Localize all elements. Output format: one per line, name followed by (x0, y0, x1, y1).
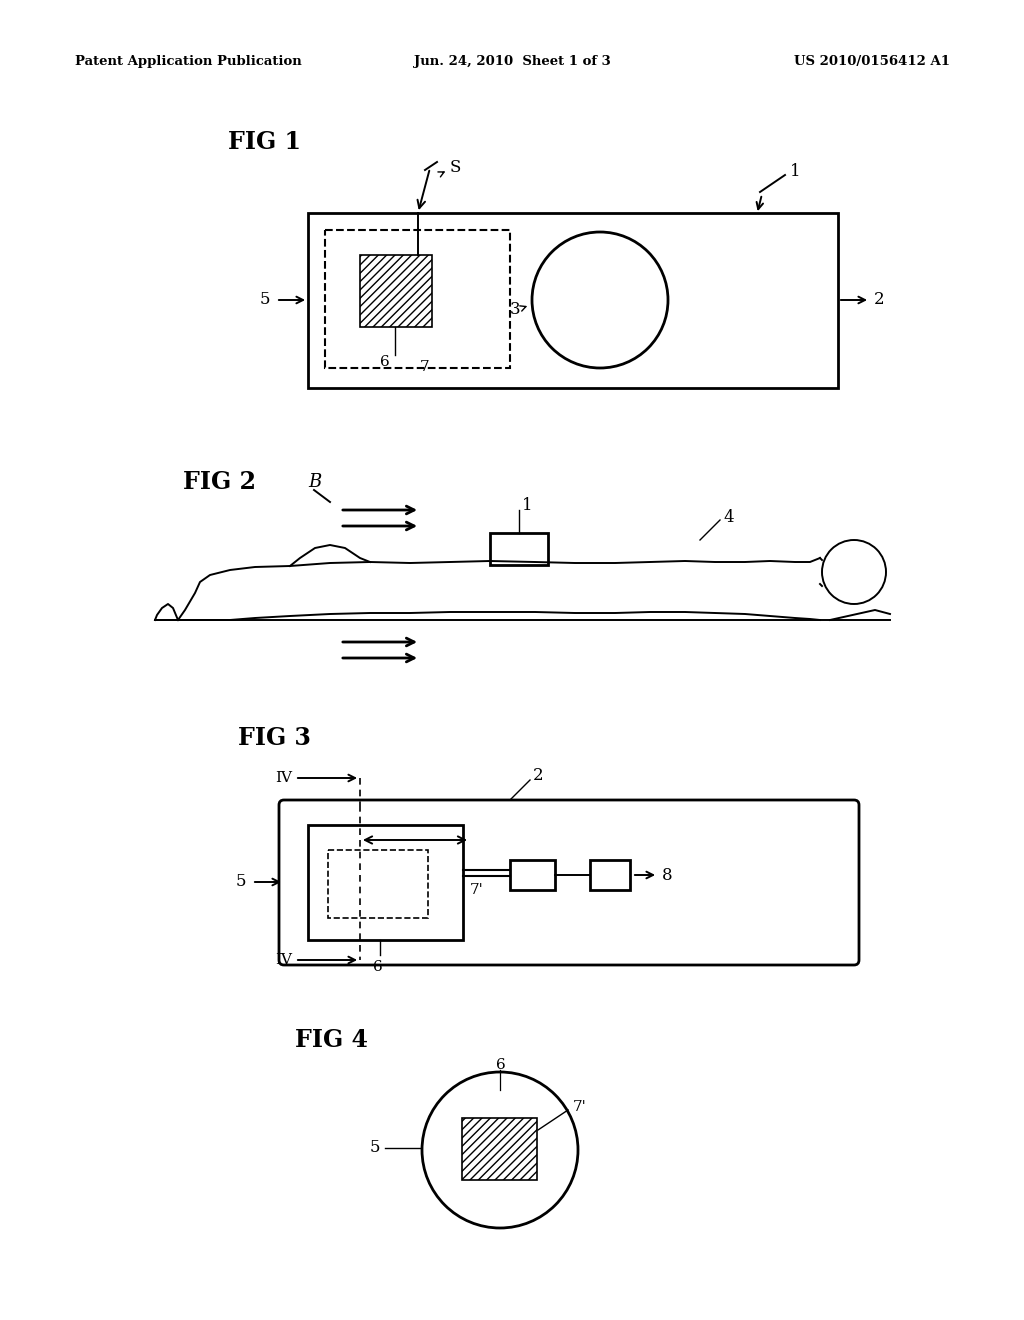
Bar (308, 825, 463, 940)
FancyBboxPatch shape (279, 800, 859, 965)
Text: 8: 8 (662, 866, 673, 883)
Text: 6: 6 (380, 355, 390, 370)
Text: 4: 4 (723, 508, 733, 525)
Bar (308, 213, 838, 388)
Text: 3: 3 (510, 301, 520, 318)
Circle shape (532, 232, 668, 368)
Text: 7': 7' (573, 1100, 587, 1114)
Bar (462, 1118, 537, 1180)
Text: 7': 7' (470, 883, 483, 898)
Text: 6: 6 (373, 960, 383, 974)
Bar (360, 255, 432, 327)
Text: B: B (308, 473, 322, 491)
Circle shape (422, 1072, 578, 1228)
Text: FIG 3: FIG 3 (238, 726, 311, 750)
Text: 5: 5 (259, 292, 270, 309)
Text: Jun. 24, 2010  Sheet 1 of 3: Jun. 24, 2010 Sheet 1 of 3 (414, 55, 610, 69)
Text: Patent Application Publication: Patent Application Publication (75, 55, 302, 69)
Text: 2: 2 (874, 292, 885, 309)
Bar (510, 861, 555, 890)
Text: FIG 4: FIG 4 (295, 1028, 368, 1052)
Text: FIG 1: FIG 1 (228, 129, 301, 154)
Text: 5: 5 (236, 874, 246, 891)
Text: IV: IV (275, 953, 292, 968)
Text: 6: 6 (496, 1059, 506, 1072)
Text: US 2010/0156412 A1: US 2010/0156412 A1 (794, 55, 950, 69)
Text: 1: 1 (790, 164, 801, 181)
Text: S: S (450, 160, 462, 177)
Text: 1: 1 (522, 496, 532, 513)
Text: 2: 2 (534, 767, 544, 784)
Text: 7: 7 (420, 360, 430, 374)
Text: FIG 2: FIG 2 (183, 470, 256, 494)
Text: IV: IV (275, 771, 292, 785)
Bar (325, 230, 510, 368)
Bar (590, 861, 630, 890)
Bar (328, 850, 428, 917)
Bar (490, 533, 548, 565)
Text: 5: 5 (370, 1139, 380, 1156)
Circle shape (822, 540, 886, 605)
